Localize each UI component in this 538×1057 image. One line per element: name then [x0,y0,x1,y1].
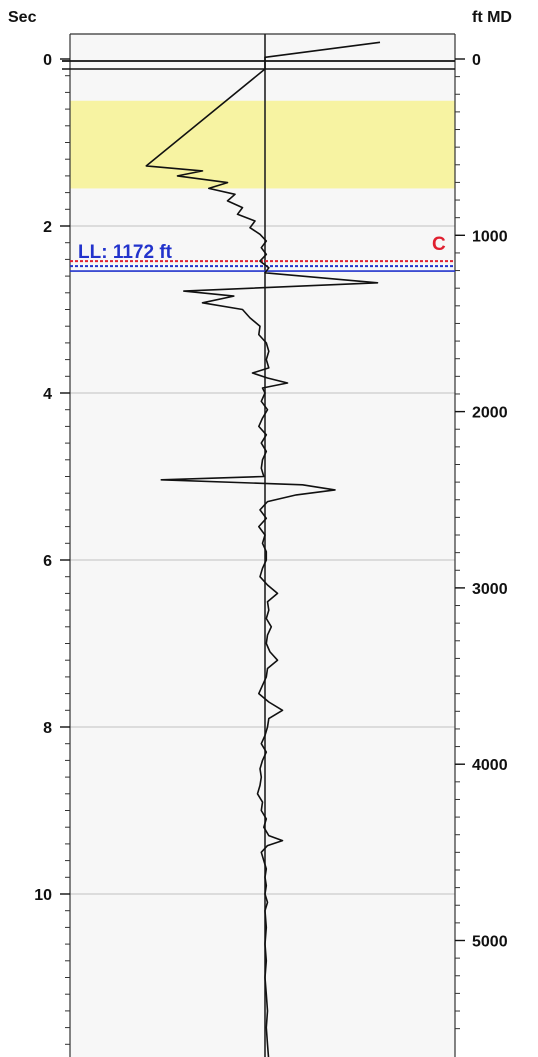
left-axis-title: Sec [8,9,37,26]
right-tick-label: 5000 [472,934,508,951]
left-tick-label: 4 [43,386,52,403]
left-tick-label: 0 [43,52,52,69]
left-tick-label: 2 [43,219,52,236]
series-line [145,41,381,1057]
right-tick-label: 2000 [472,405,508,422]
left-tick-label: 6 [43,553,52,570]
plot-background [70,34,455,1057]
left-tick-label: 10 [34,887,52,904]
right-tick-label: 4000 [472,757,508,774]
c-annotation-label: C [432,234,446,255]
ll-annotation-label: LL: 1172 ft [78,242,173,263]
right-axis-title: ft MD [472,9,512,26]
left-tick-label: 8 [43,720,52,737]
highlight-band [70,100,455,189]
right-tick-label: 3000 [472,581,508,598]
right-tick-label: 1000 [472,228,508,245]
right-tick-label: 0 [472,52,481,69]
